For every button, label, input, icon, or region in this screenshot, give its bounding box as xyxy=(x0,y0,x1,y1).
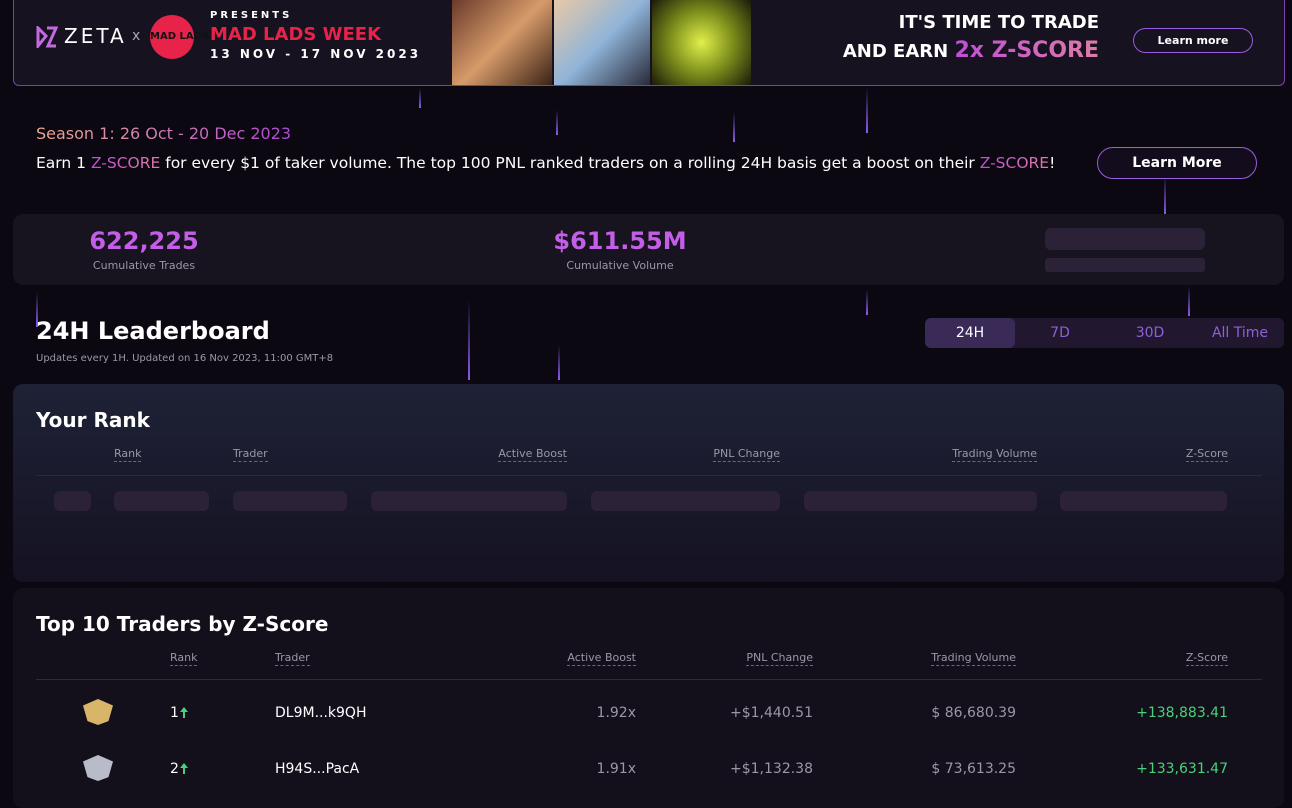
skeleton xyxy=(591,491,780,511)
stat-value: $611.55M xyxy=(553,227,687,255)
column-header: Trader xyxy=(275,651,310,666)
panel-title: Your Rank xyxy=(36,408,150,432)
cell-trading-volume: $ 86,680.39 xyxy=(931,705,1016,721)
column-header: Z-Score xyxy=(1185,447,1228,462)
medal-icon xyxy=(83,755,113,781)
headline-highlight: 2x Z-SCORE xyxy=(954,38,1099,63)
skeleton xyxy=(114,491,209,511)
text: ! xyxy=(1049,154,1056,172)
divider xyxy=(36,475,1262,476)
partner-logo: MAD LADS xyxy=(150,15,209,59)
skeleton xyxy=(1045,228,1205,250)
streak xyxy=(733,112,735,142)
streak xyxy=(556,110,558,135)
skeleton xyxy=(54,491,91,511)
presents: PRESENTS xyxy=(210,10,293,21)
brand: ZETA xyxy=(64,24,127,48)
headline-text: AND EARN xyxy=(842,41,949,62)
stat-label: Cumulative Trades xyxy=(92,259,196,272)
skeleton xyxy=(1060,491,1227,511)
art xyxy=(452,0,552,85)
tab[interactable]: All Time xyxy=(1211,325,1269,341)
column-header: Active Boost xyxy=(567,651,636,666)
cell-trader: H94S...PacA xyxy=(275,761,360,777)
column-header: PNL Change xyxy=(713,447,780,462)
cell-active-boost: 1.91x xyxy=(596,761,636,777)
highlight: Z-SCORE xyxy=(979,154,1050,172)
cell-z-score: +138,883.41 xyxy=(1136,705,1228,721)
skeleton xyxy=(1045,258,1205,272)
stats-panel: 622,225 Cumulative Trades $611.55M Cumulati… xyxy=(13,214,1284,285)
event-name: MAD LADS WEEK xyxy=(210,24,382,45)
column-header: Trading Volume xyxy=(931,651,1016,666)
medal-icon xyxy=(83,699,113,725)
event-dates: 13 NOV - 17 NOV 2023 xyxy=(210,47,422,61)
cell-trading-volume: $ 73,613.25 xyxy=(931,761,1016,777)
streak xyxy=(468,300,470,380)
stat-label: Cumulative Volume xyxy=(566,259,674,272)
streak xyxy=(558,345,560,380)
learn-more-button[interactable]: Learn More xyxy=(1097,147,1257,179)
tab[interactable]: 30D xyxy=(1135,325,1165,341)
cell-active-boost: 1.92x xyxy=(596,705,636,721)
cell-z-score: +133,631.47 xyxy=(1136,761,1228,777)
column-header: Rank xyxy=(114,447,142,462)
cell-rank: 2 xyxy=(170,761,179,777)
tab[interactable]: 7D xyxy=(1050,325,1070,341)
promo-banner: ZETA x MAD LADS PRESENTS MAD LADS WEEK 1… xyxy=(13,0,1285,86)
text: Earn 1 xyxy=(36,154,91,172)
streak xyxy=(1164,175,1166,215)
cell-pnl-change: +$1,440.51 xyxy=(730,705,813,721)
skeleton xyxy=(371,491,567,511)
streak xyxy=(866,88,868,133)
rank-up-arrow-head xyxy=(180,707,188,712)
streak xyxy=(1188,286,1190,316)
top-traders-panel: Top 10 Traders by Z-Score Rank Trader Acti… xyxy=(13,588,1284,808)
skeleton xyxy=(233,491,347,511)
column-header: Trading Volume xyxy=(952,447,1037,462)
rank-up-arrow-head xyxy=(180,763,188,768)
tab[interactable]: 24H xyxy=(925,318,1015,348)
leaderboard-title: 24H Leaderboard xyxy=(36,317,270,345)
banner-button[interactable]: Learn more xyxy=(1133,28,1253,53)
divider xyxy=(36,679,1262,680)
highlight: Z-SCORE xyxy=(90,154,161,172)
column-header: PNL Change xyxy=(746,651,813,666)
season-title: Season 1: 26 Oct - 20 Dec 2023 xyxy=(36,124,292,143)
stat-value: 622,225 xyxy=(89,227,199,255)
art xyxy=(652,0,751,85)
headline: IT'S TIME TO TRADE xyxy=(898,12,1099,33)
period-tabs: 24H 7D 30D All Time xyxy=(925,318,1284,348)
headline: AND EARN 2x Z-SCORE xyxy=(843,38,1099,63)
column-header: Trader xyxy=(233,447,268,462)
rank-up-arrow xyxy=(183,708,185,718)
column-header: Z-Score xyxy=(1185,651,1228,666)
streak xyxy=(419,88,421,108)
cell-trader: DL9M...k9QH xyxy=(275,705,367,721)
skeleton xyxy=(804,491,1037,511)
column-header: Active Boost xyxy=(498,447,567,462)
leaderboard-updated: Updates every 1H. Updated on 16 Nov 2023… xyxy=(36,353,334,364)
streak xyxy=(866,290,868,315)
your-rank-panel: Your Rank Rank Trader Active Boost PNL Chan… xyxy=(13,384,1284,582)
page: {"banner":{"brand":"ZETA","connector":"x… xyxy=(13,0,1285,781)
streak xyxy=(36,292,38,327)
cell-rank: 1 xyxy=(170,705,179,721)
column-header: Rank xyxy=(170,651,198,666)
art xyxy=(554,0,650,85)
text: for every $1 of taker volume. The top 10… xyxy=(160,154,980,172)
rank-up-arrow xyxy=(183,764,185,774)
season-text: Earn 1 Z-SCORE for every $1 of taker vol… xyxy=(36,154,1055,172)
panel-title: Top 10 Traders by Z-Score xyxy=(36,612,329,636)
cell-pnl-change: +$1,132.38 xyxy=(730,761,813,777)
zeta-logo xyxy=(36,26,58,48)
connector: x xyxy=(132,28,141,44)
